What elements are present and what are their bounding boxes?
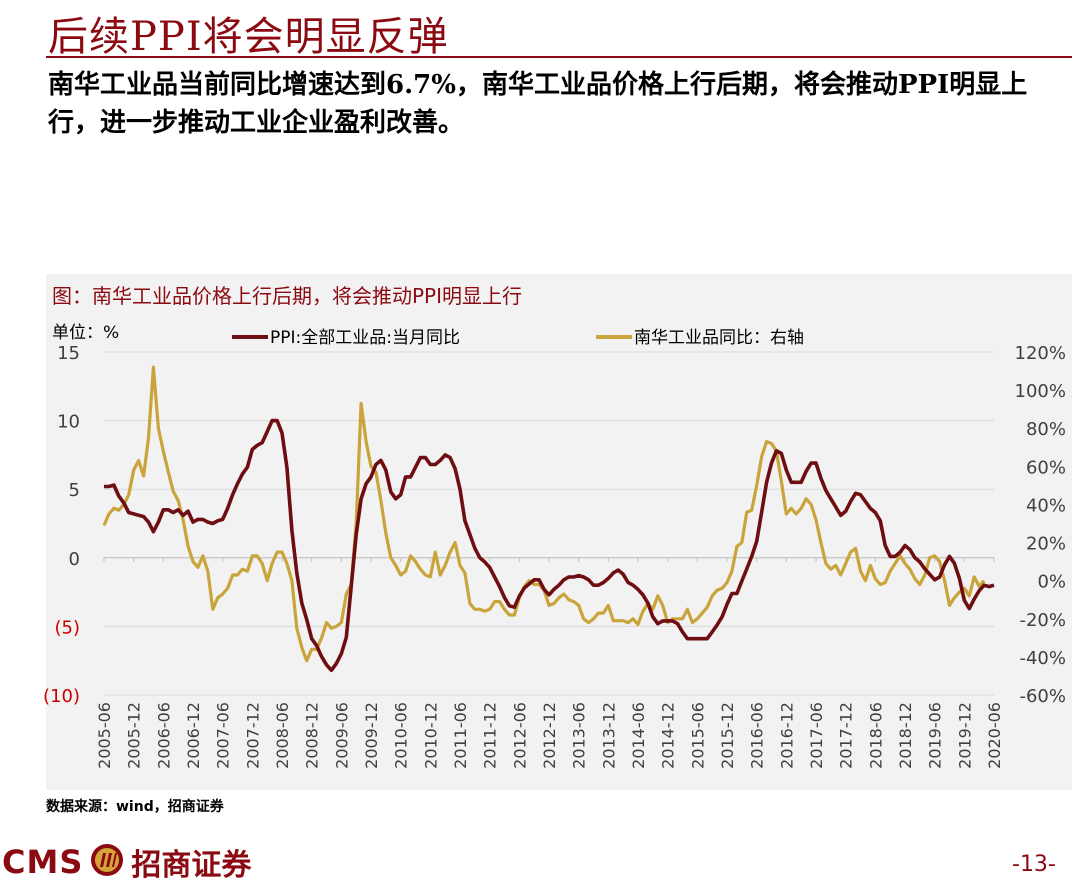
y-right-tick-label: 80% [1026,419,1066,440]
x-tick-label: 2008-06 [273,702,292,769]
page-number: -13- [1012,852,1056,877]
y-left-tick-label: 10 [57,412,80,433]
x-tick-label: 2018-06 [866,702,885,769]
x-tick-label: 2007-12 [243,702,262,769]
x-tick-label: 2019-06 [926,702,945,769]
unit-label: 单位：% [52,323,119,343]
y-left-tick-label: (10) [43,686,80,707]
x-tick-label: 2015-12 [718,702,737,769]
x-tick-label: 2005-06 [95,702,114,769]
y-right-tick-label: -60% [1019,686,1066,707]
x-tick-label: 2007-06 [214,702,233,769]
series-line-nanhua [102,365,986,663]
x-tick-label: 2014-06 [629,702,648,769]
title-divider [46,56,1072,58]
y-left-tick-label: 0 [69,549,80,570]
x-tick-label: 2005-12 [125,702,144,769]
x-tick-label: 2015-06 [688,702,707,769]
y-right-tick-label: 100% [1015,381,1066,402]
x-tick-label: 2018-12 [896,702,915,769]
legend-label-nanhua: 南华工业品同比：右轴 [634,328,804,348]
y-left-tick-label: 5 [69,480,80,501]
x-tick-label: 2011-12 [481,702,500,769]
x-tick-label: 2020-06 [985,702,1004,769]
x-tick-label: 2009-06 [332,702,351,769]
y-left-tick-label: 15 [57,343,80,364]
logo-text: CMS [2,843,84,881]
y-right-tick-label: 0% [1037,572,1066,593]
x-tick-label: 2008-12 [303,702,322,769]
x-tick-label: 2014-12 [659,702,678,769]
y-right-tick-label: 120% [1015,343,1066,364]
x-tick-label: 2017-12 [837,702,856,769]
x-tick-label: 2019-12 [955,702,974,769]
chart-panel [46,274,1072,790]
x-tick-label: 2016-06 [748,702,767,769]
y-right-tick-label: 60% [1026,457,1066,478]
x-tick-label: 2011-06 [451,702,470,769]
y-left-tick-label: (5) [55,617,81,638]
x-tick-label: 2006-12 [184,702,203,769]
cms-emblem-icon [89,842,125,882]
summary-text: 南华工业品当前同比增速达到6.7%，南华工业品价格上行后期，将会推动PPI明显上… [48,70,1028,138]
x-tick-label: 2013-12 [599,702,618,769]
x-tick-label: 2010-12 [421,702,440,769]
x-tick-label: 2009-12 [362,702,381,769]
x-tick-label: 2012-06 [510,702,529,769]
x-tick-label: 2017-06 [807,702,826,769]
y-right-tick-label: 20% [1026,534,1066,555]
x-tick-label: 2010-06 [392,702,411,769]
x-tick-label: 2016-12 [777,702,796,769]
slide-title: 后续PPI将会明显反弹 [48,14,449,60]
series-line-ppi [104,418,995,673]
x-tick-label: 2012-12 [540,702,559,769]
legend-label-ppi: PPI:全部工业品:当月同比 [270,328,460,348]
y-right-tick-label: -20% [1019,610,1066,631]
logo-company-name: 招商证券 [131,848,252,883]
y-right-tick-label: 40% [1026,495,1066,516]
chart-title: 图：南华工业品价格上行后期，将会推动PPI明显上行 [52,284,523,308]
x-tick-label: 2013-06 [570,702,589,769]
data-source: 数据来源：wind，招商证券 [46,799,224,815]
y-right-tick-label: -40% [1019,648,1066,669]
company-logo: CMS 招商证券 [2,842,252,883]
x-tick-label: 2006-06 [154,702,173,769]
